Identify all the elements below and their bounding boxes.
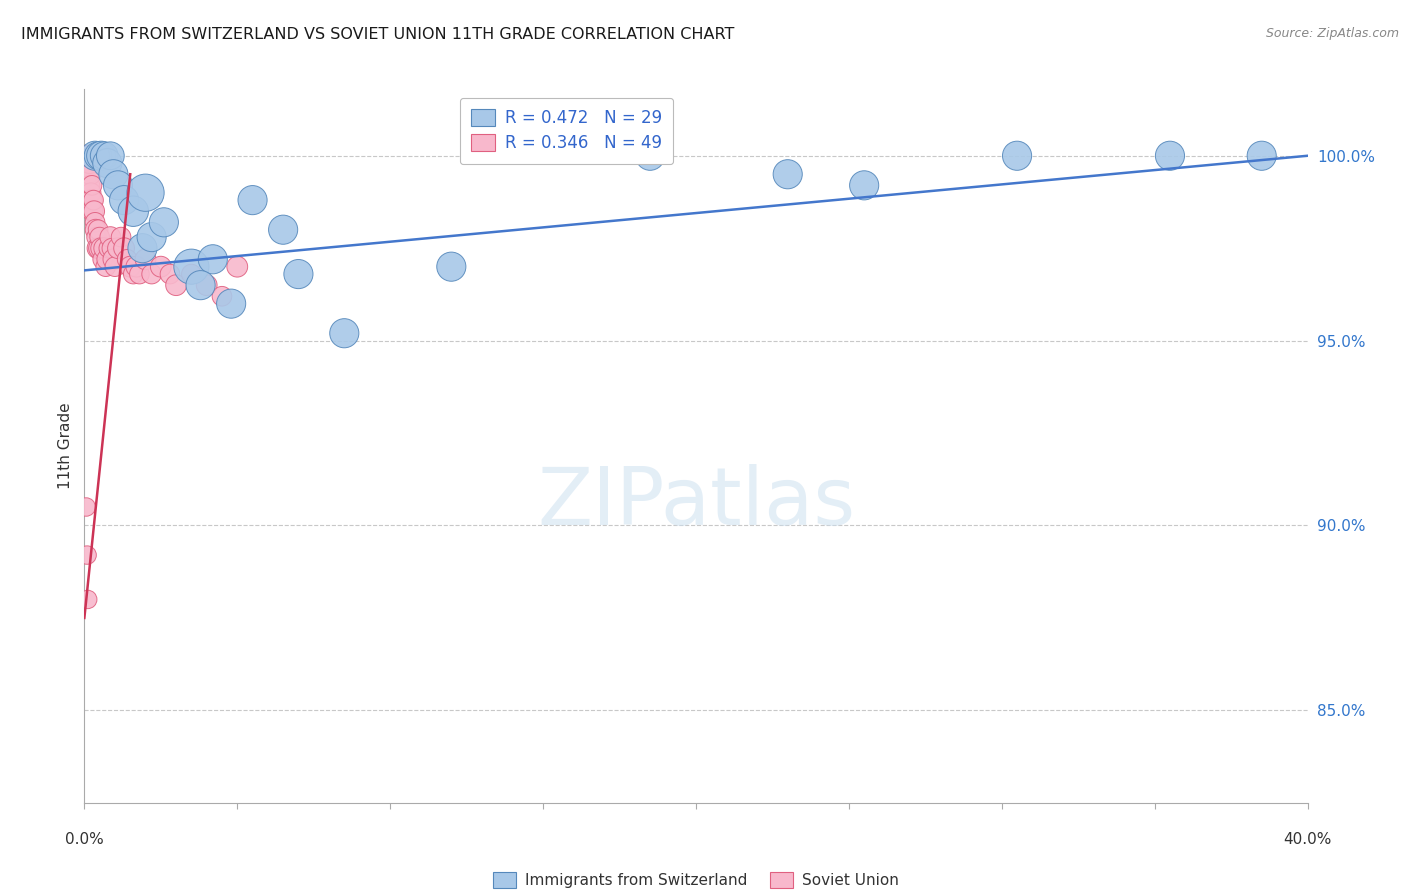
Point xyxy=(287,267,309,281)
Point xyxy=(638,149,661,163)
Point xyxy=(84,215,107,229)
Point xyxy=(1159,149,1181,163)
Point xyxy=(180,260,202,274)
Point xyxy=(76,167,98,181)
Point xyxy=(91,252,114,267)
Point xyxy=(83,204,105,219)
Point xyxy=(115,252,138,267)
Point xyxy=(120,260,142,274)
Point xyxy=(79,156,101,170)
Point xyxy=(242,193,264,207)
Point xyxy=(122,267,145,281)
Point xyxy=(1250,149,1272,163)
Point xyxy=(93,149,115,163)
Point xyxy=(122,204,145,219)
Legend: Immigrants from Switzerland, Soviet Union: Immigrants from Switzerland, Soviet Unio… xyxy=(494,872,898,888)
Point xyxy=(75,149,97,163)
Point xyxy=(77,156,100,170)
Point xyxy=(80,186,103,200)
Point xyxy=(201,252,224,267)
Point xyxy=(86,230,108,244)
Point xyxy=(104,260,127,274)
Point xyxy=(94,260,117,274)
Point xyxy=(80,193,103,207)
Point xyxy=(180,267,202,281)
Point xyxy=(165,278,187,293)
Point xyxy=(79,167,101,181)
Point xyxy=(97,241,120,255)
Point xyxy=(77,149,100,163)
Point xyxy=(96,252,118,267)
Text: IMMIGRANTS FROM SWITZERLAND VS SOVIET UNION 11TH GRADE CORRELATION CHART: IMMIGRANTS FROM SWITZERLAND VS SOVIET UN… xyxy=(21,27,734,42)
Point xyxy=(93,241,115,255)
Point xyxy=(153,215,176,229)
Point xyxy=(195,278,218,293)
Text: 40.0%: 40.0% xyxy=(1284,832,1331,847)
Point xyxy=(77,167,100,181)
Point xyxy=(141,230,163,244)
Point xyxy=(76,548,98,562)
Point xyxy=(141,267,163,281)
Point xyxy=(75,500,97,514)
Point xyxy=(135,252,157,267)
Point xyxy=(76,592,98,607)
Point xyxy=(98,149,121,163)
Text: 0.0%: 0.0% xyxy=(65,832,104,847)
Point xyxy=(80,178,103,193)
Point xyxy=(190,278,212,293)
Point xyxy=(333,326,356,341)
Point xyxy=(84,223,107,237)
Point xyxy=(89,230,111,244)
Point xyxy=(776,167,799,181)
Point xyxy=(87,241,110,255)
Point xyxy=(98,230,121,244)
Point xyxy=(84,149,107,163)
Point xyxy=(440,260,463,274)
Text: Source: ZipAtlas.com: Source: ZipAtlas.com xyxy=(1265,27,1399,40)
Point xyxy=(271,223,294,237)
Point xyxy=(87,223,110,237)
Point xyxy=(90,149,112,163)
Point xyxy=(853,178,876,193)
Point xyxy=(103,252,125,267)
Point xyxy=(110,230,132,244)
Point xyxy=(87,149,110,163)
Point xyxy=(226,260,249,274)
Point xyxy=(90,241,112,255)
Point xyxy=(79,178,101,193)
Point xyxy=(149,260,172,274)
Point xyxy=(76,156,98,170)
Point xyxy=(211,289,233,303)
Point xyxy=(112,193,135,207)
Point xyxy=(86,241,108,255)
Point xyxy=(219,296,242,310)
Point xyxy=(103,167,125,181)
Y-axis label: 11th Grade: 11th Grade xyxy=(58,402,73,490)
Point xyxy=(112,241,135,255)
Point xyxy=(107,241,129,255)
Point xyxy=(107,178,129,193)
Point xyxy=(131,241,153,255)
Point xyxy=(1005,149,1028,163)
Point xyxy=(96,156,118,170)
Text: ZIPatlas: ZIPatlas xyxy=(537,464,855,542)
Point xyxy=(128,267,150,281)
Point xyxy=(125,260,148,274)
Point xyxy=(135,186,157,200)
Point xyxy=(82,204,104,219)
Point xyxy=(159,267,181,281)
Point xyxy=(101,241,124,255)
Point xyxy=(83,193,105,207)
